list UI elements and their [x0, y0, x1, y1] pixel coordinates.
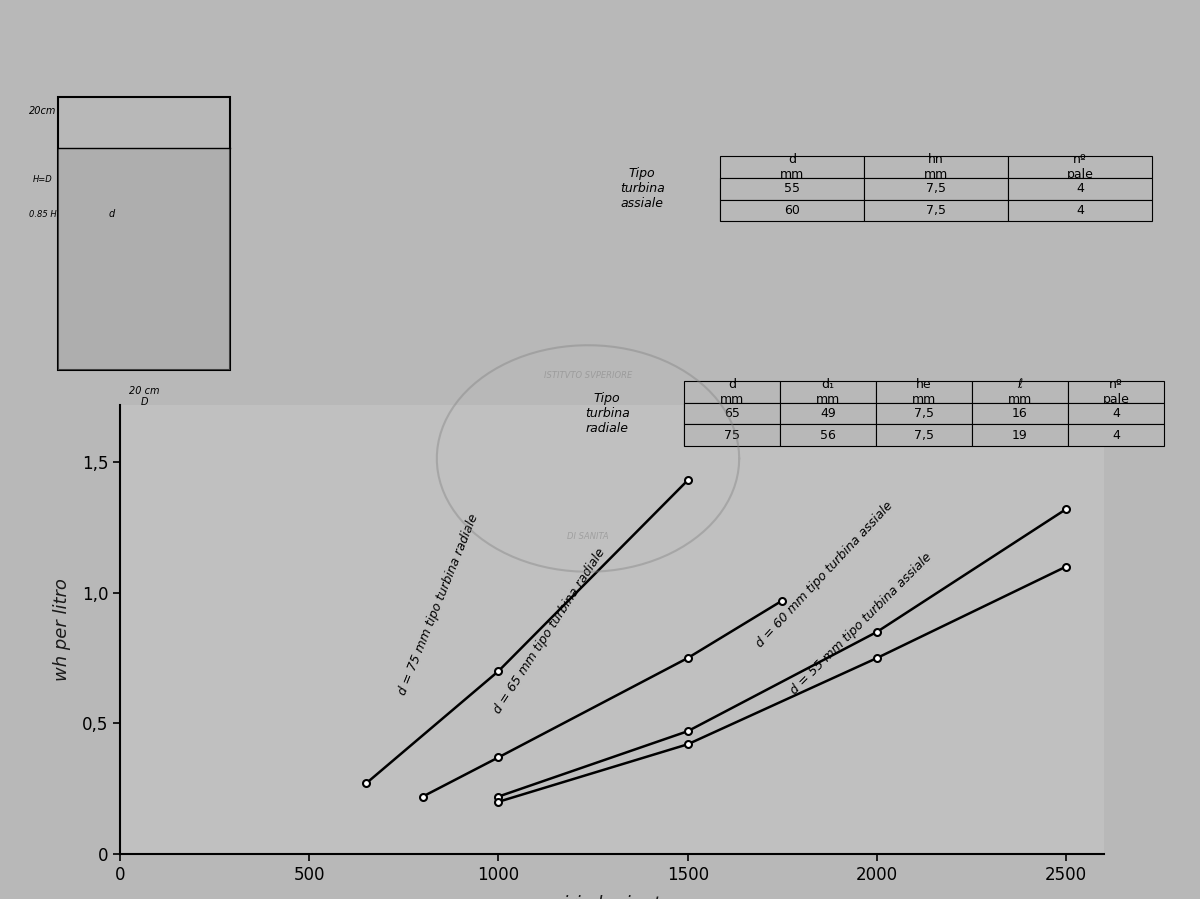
Text: Tipo
turbina
assiale: Tipo turbina assiale — [620, 167, 665, 210]
Text: d = 65 mm tipo turbina radiale: d = 65 mm tipo turbina radiale — [491, 546, 608, 716]
Text: ISTITVTO SVPERIORE: ISTITVTO SVPERIORE — [544, 371, 632, 380]
Text: DI SANITA: DI SANITA — [568, 532, 608, 541]
Text: d = 75 mm tipo turbina radiale: d = 75 mm tipo turbina radiale — [396, 512, 480, 698]
Text: 0.85 H: 0.85 H — [29, 209, 56, 218]
Text: d: d — [108, 209, 115, 218]
Text: d = 55 mm tipo turbina assiale: d = 55 mm tipo turbina assiale — [788, 551, 935, 698]
Text: Tipo
turbina
radiale: Tipo turbina radiale — [584, 392, 630, 435]
Text: 20cm: 20cm — [29, 106, 56, 116]
Text: 20 cm: 20 cm — [128, 387, 160, 396]
Text: d = 60 mm tipo turbina assiale: d = 60 mm tipo turbina assiale — [754, 499, 896, 650]
X-axis label: giri al minuto: giri al minuto — [552, 895, 672, 899]
Bar — [58, 97, 230, 370]
Y-axis label: wh per litro: wh per litro — [53, 578, 71, 681]
Text: H=D: H=D — [32, 175, 53, 184]
Text: D: D — [140, 396, 148, 406]
Bar — [58, 148, 230, 370]
